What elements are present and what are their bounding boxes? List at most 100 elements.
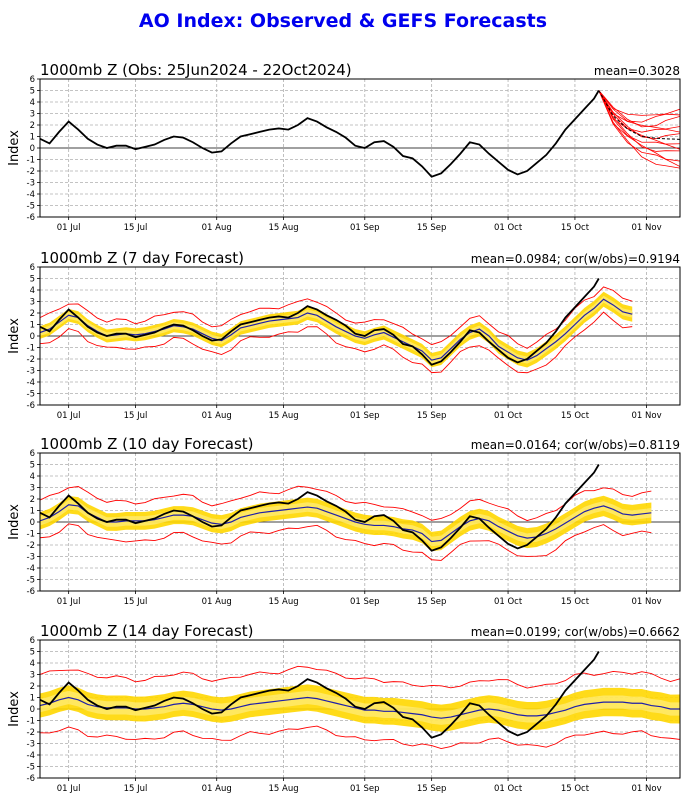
- y-tick-label: 6: [30, 449, 35, 459]
- x-tick-label: 15 Aug: [269, 597, 299, 607]
- y-tick-label: 2: [30, 309, 35, 319]
- x-tick-label: 15 Aug: [269, 411, 299, 421]
- y-tick-label: -1: [27, 530, 35, 540]
- y-tick-label: -6: [27, 401, 35, 411]
- ensemble-mean-line: [40, 696, 680, 719]
- x-tick-label: 15 Oct: [561, 597, 590, 607]
- ensemble-member-line: [598, 90, 680, 128]
- y-axis-label: Index: [7, 691, 22, 727]
- y-tick-label: -2: [27, 541, 35, 551]
- x-tick-label: 01 Jul: [57, 597, 81, 607]
- y-tick-label: 4: [30, 98, 35, 108]
- y-tick-label: 2: [30, 682, 35, 692]
- y-tick-label: 6: [30, 263, 35, 273]
- x-tick-label: 01 Aug: [202, 223, 232, 233]
- x-tick-label: 15 Oct: [561, 411, 590, 421]
- y-tick-label: -5: [27, 576, 35, 586]
- x-tick-label: 01 Nov: [632, 411, 662, 421]
- y-tick-label: -2: [27, 728, 35, 738]
- y-tick-label: -3: [27, 179, 35, 189]
- panel-title: 1000mb Z (14 day Forecast): [40, 622, 254, 640]
- plot-area: [40, 464, 652, 561]
- panel-1: -6-5 -4-3 -2-1 01 23 45 6 01 Jul 15 Jul 01 Aug 15 …: [7, 61, 681, 233]
- panel-stats: mean=0.0199; cor(w/obs)=0.6662: [471, 625, 680, 639]
- x-tick-label: 01 Nov: [632, 223, 662, 233]
- plot-area: [40, 651, 680, 750]
- x-tick-label: 15 Jul: [124, 784, 148, 794]
- y-tick-label: 5: [30, 648, 35, 658]
- x-tick-label: 15 Aug: [269, 223, 299, 233]
- y-tick-label: 4: [30, 472, 35, 482]
- y-tick-label: 2: [30, 121, 35, 131]
- y-tick-label: -3: [27, 553, 35, 563]
- x-tick-label: 15 Jul: [124, 411, 148, 421]
- x-tick-label: 01 Jul: [57, 411, 81, 421]
- y-tick-label: -6: [27, 587, 35, 597]
- panel-stats: mean=0.3028: [594, 64, 680, 78]
- ensemble-member-line: [598, 90, 680, 139]
- x-tick-label: 01 Jul: [57, 784, 81, 794]
- x-tick-label: 15 Sep: [417, 784, 447, 794]
- x-tick-label: 01 Sep: [350, 411, 380, 421]
- y-tick-label: 2: [30, 495, 35, 505]
- chart-main-title: AO Index: Observed & GEFS Forecasts: [138, 10, 548, 32]
- x-tick-label: 15 Oct: [561, 784, 590, 794]
- spread-upper-line: [40, 286, 633, 349]
- y-tick-label: -6: [27, 213, 35, 223]
- y-tick-label: 1: [30, 133, 35, 143]
- x-tick-label: 15 Jul: [124, 223, 148, 233]
- ensemble-mean-line: [40, 298, 633, 361]
- x-tick-label: 01 Jul: [57, 223, 81, 233]
- y-tick-label: 5: [30, 275, 35, 285]
- ensemble-member-line: [598, 90, 680, 130]
- x-tick-label: 15 Sep: [417, 597, 447, 607]
- ensemble-member-line: [598, 90, 680, 145]
- panel-3: -6-5 -4-3 -2-1 01 23 45 6 01 Jul 15 Jul 01 Aug 15 …: [7, 435, 681, 607]
- y-tick-label: -2: [27, 355, 35, 365]
- observed-line: [40, 90, 600, 178]
- x-tick-label: 01 Aug: [202, 597, 232, 607]
- y-tick-label: -4: [27, 378, 35, 388]
- y-tick-label: 0: [30, 332, 35, 342]
- spread-upper-line: [40, 485, 652, 522]
- y-tick-label: 5: [30, 461, 35, 471]
- panel-title: 1000mb Z (7 day Forecast): [40, 249, 244, 267]
- x-tick-label: 15 Jul: [124, 597, 148, 607]
- observed-line: [40, 651, 600, 739]
- y-tick-label: 1: [30, 507, 35, 517]
- x-tick-label: 01 Aug: [202, 784, 232, 794]
- x-tick-label: 15 Oct: [561, 223, 590, 233]
- y-tick-label: -5: [27, 763, 35, 773]
- y-tick-label: -4: [27, 751, 35, 761]
- panel-stats: mean=0.0164; cor(w/obs)=0.8119: [471, 438, 680, 452]
- y-tick-label: 0: [30, 144, 35, 154]
- y-tick-label: 6: [30, 75, 35, 85]
- plot-area: [40, 90, 680, 178]
- panel-2: -6-5 -4-3 -2-1 01 23 45 6 01 Jul 15 Jul 01 Aug 15 …: [7, 249, 681, 421]
- y-tick-label: -4: [27, 190, 35, 200]
- x-tick-label: 01 Oct: [494, 597, 523, 607]
- ensemble-member-line: [598, 90, 680, 169]
- y-axis-label: Index: [7, 130, 22, 166]
- y-tick-label: -5: [27, 202, 35, 212]
- ensemble-member-line: [598, 90, 680, 116]
- y-axis-label: Index: [7, 318, 22, 354]
- y-tick-label: -2: [27, 167, 35, 177]
- ensemble-inner-band: [40, 295, 633, 364]
- y-tick-label: -1: [27, 344, 35, 354]
- y-tick-label: 3: [30, 110, 35, 120]
- y-tick-label: 4: [30, 659, 35, 669]
- y-tick-label: -3: [27, 367, 35, 377]
- y-tick-label: -5: [27, 390, 35, 400]
- y-tick-label: 1: [30, 321, 35, 331]
- ensemble-inner-band: [40, 500, 652, 547]
- y-tick-label: -4: [27, 564, 35, 574]
- x-tick-label: 01 Sep: [350, 784, 380, 794]
- y-tick-label: -1: [27, 156, 35, 166]
- y-axis-label: Index: [7, 504, 22, 540]
- ensemble-member-line: [598, 90, 680, 152]
- panel-4: -6-5 -4-3 -2-1 01 23 45 6 01 Jul 15 Jul 01 Aug 15 …: [7, 622, 681, 794]
- x-tick-label: 15 Aug: [269, 784, 299, 794]
- x-tick-label: 01 Oct: [494, 223, 523, 233]
